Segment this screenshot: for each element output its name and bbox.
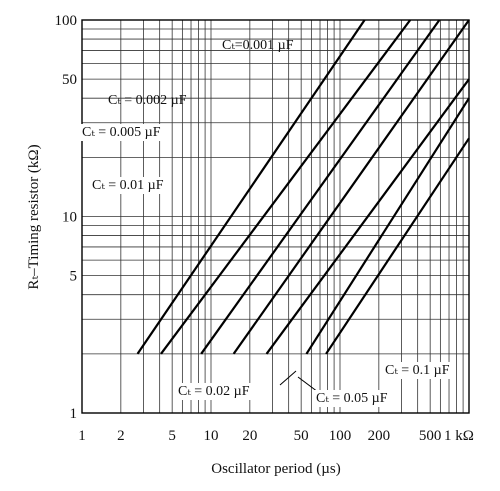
label-background	[80, 124, 163, 141]
series-label-3: Cₜ = 0.01 µF	[92, 178, 164, 193]
y-tick-label: 100	[55, 13, 78, 29]
series-label-2: Cₜ = 0.005 µF	[82, 125, 161, 140]
grid	[82, 20, 469, 413]
series-line-1	[160, 19, 412, 355]
x-tick-label: 10	[204, 428, 219, 444]
y-axis-label: Rₜ–Timing resistor (kΩ)	[26, 144, 42, 289]
series-label-6: Cₜ = 0.1 µF	[385, 363, 450, 378]
x-tick-label: 500	[419, 428, 442, 444]
series-line-4	[265, 78, 470, 355]
y-tick-label: 50	[62, 72, 77, 88]
y-tick-label: 5	[70, 269, 78, 285]
series-label-5: Cₜ = 0.05 µF	[316, 391, 388, 406]
x-tick-label: 5	[168, 428, 176, 444]
x-tick-label: 50	[294, 428, 309, 444]
label-background	[90, 177, 166, 194]
plot-frame	[81, 19, 470, 414]
x-tick-label: 1	[78, 428, 86, 444]
label-background	[176, 383, 252, 400]
x-tick-label: 20	[242, 428, 257, 444]
x-tick-labels: 1 2 5 10 20 50 100 200 500 1 kΩ	[78, 428, 474, 444]
series-label-0: Cₜ=0.001 µF	[222, 38, 294, 53]
y-tick-labels: 1 5 10 50 100	[55, 13, 78, 422]
series-line-3	[232, 19, 470, 355]
y-tick-label: 10	[62, 210, 77, 226]
x-axis-label: Oscillator period (µs)	[211, 461, 340, 477]
series-line-5	[305, 97, 470, 355]
label-background	[383, 362, 452, 379]
series-label-1: Cₜ = 0.002 µF	[108, 93, 187, 108]
label-leader-line	[279, 370, 297, 386]
y-tick-label: 1	[70, 406, 78, 422]
label-background	[314, 390, 390, 407]
series-label-4: Cₜ = 0.02 µF	[178, 384, 250, 399]
series-labels: Cₜ=0.001 µF Cₜ = 0.002 µF Cₜ = 0.005 µF Cₜ …	[80, 38, 452, 407]
x-tick-label: 2	[117, 428, 125, 444]
x-tick-label: 1 kΩ	[444, 428, 474, 444]
label-leader-line	[297, 376, 319, 393]
x-tick-label: 200	[368, 428, 391, 444]
series-line-6	[325, 137, 470, 355]
series-line-0	[136, 19, 366, 355]
series-lines	[136, 19, 470, 355]
series-line-2	[200, 19, 441, 355]
x-tick-label: 100	[329, 428, 352, 444]
